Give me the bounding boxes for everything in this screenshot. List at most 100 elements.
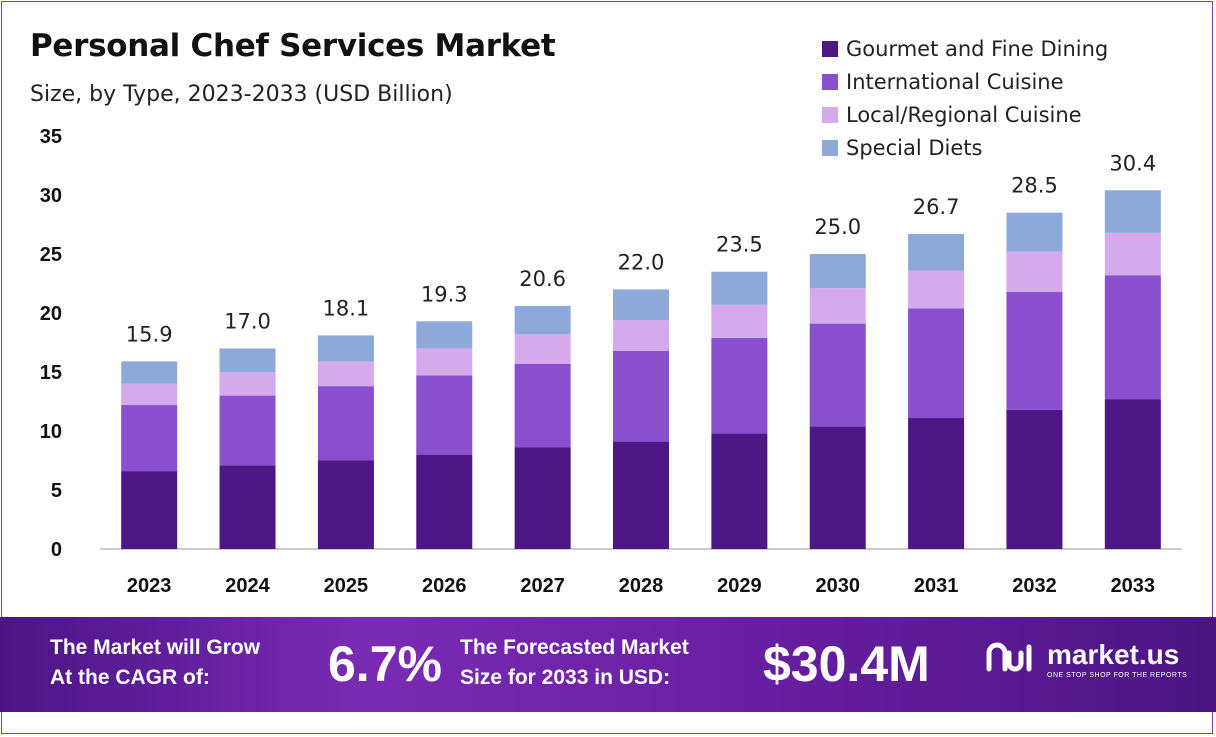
bar-segment-international <box>1006 291 1063 410</box>
legend-label-special: Special Diets <box>846 135 983 160</box>
y-tick-label: 5 <box>51 480 62 502</box>
bar-segment-special <box>121 361 178 384</box>
bar-segment-local <box>1104 232 1161 276</box>
bar-segment-local <box>121 383 178 406</box>
legend-swatch-local <box>822 106 838 123</box>
forecast-label: The Forecasted Market Size for 2033 in U… <box>460 633 689 693</box>
bar-segment-local <box>317 361 374 387</box>
forecast-label-line2: Size for 2033 in USD: <box>460 666 671 689</box>
x-tick-label: 2025 <box>324 575 369 597</box>
bar-segment-gourmet <box>1104 399 1161 549</box>
logo-name: market.us <box>1047 639 1180 670</box>
bar-segment-gourmet <box>711 433 768 549</box>
y-tick-label: 35 <box>40 126 62 148</box>
chart-subtitle: Size, by Type, 2023-2033 (USD Billion) <box>30 82 453 107</box>
cagr-value: 6.7% <box>328 636 442 692</box>
total-label: 17.0 <box>224 309 271 333</box>
y-tick-label: 30 <box>40 185 62 207</box>
x-tick-label: 2028 <box>619 575 664 597</box>
y-tick-label: 20 <box>40 303 62 325</box>
bar-segment-local <box>416 348 473 376</box>
x-tick-label: 2032 <box>1012 575 1057 597</box>
bar-segment-gourmet <box>1006 409 1063 549</box>
legend-item-local: Local/Regional Cuisine <box>822 98 1108 131</box>
logo-text: market.us ONE STOP SHOP FOR THE REPORTS <box>1047 639 1187 679</box>
bar-segment-international <box>317 386 374 461</box>
legend-label-local: Local/Regional Cuisine <box>846 102 1082 127</box>
bar-segment-special <box>613 289 669 321</box>
y-tick-label: 25 <box>40 244 62 266</box>
bar-segment-local <box>219 372 276 396</box>
bar-segment-local <box>613 320 669 351</box>
cagr-label-line1: The Market will Grow <box>50 636 261 659</box>
bar-segment-international <box>1104 275 1161 400</box>
total-label: 18.1 <box>323 296 370 320</box>
x-tick-label: 2026 <box>422 575 467 597</box>
bar-segment-special <box>1006 212 1063 252</box>
bar-segment-local <box>908 270 965 309</box>
x-tick-label: 2024 <box>225 575 270 597</box>
bar-segment-international <box>809 323 866 427</box>
bar-segment-gourmet <box>317 460 374 549</box>
x-tick-label: 2033 <box>1111 575 1156 597</box>
bar-segment-international <box>908 308 965 419</box>
y-tick-label: 15 <box>40 362 62 384</box>
summary-banner: The Market will Grow At the CAGR of: 6.7… <box>0 617 1216 712</box>
bar-segment-gourmet <box>908 418 965 549</box>
stacked-bar-chart: 0510152025303515.9202317.0202418.1202519… <box>40 126 1182 597</box>
bar-segment-special <box>219 348 276 372</box>
legend-item-international: International Cuisine <box>822 65 1108 98</box>
forecast-label-line1: The Forecasted Market <box>460 636 689 659</box>
bar-segment-international <box>219 395 276 466</box>
bar-segment-gourmet <box>514 447 571 549</box>
cagr-label: The Market will Grow At the CAGR of: <box>50 633 260 693</box>
total-label: 19.3 <box>421 282 468 306</box>
cagr-label-line2: At the CAGR of: <box>50 666 210 689</box>
logo-tagline: ONE STOP SHOP FOR THE REPORTS <box>1047 672 1188 679</box>
bar-segment-gourmet <box>219 465 276 549</box>
bar-segment-special <box>317 335 374 362</box>
bar-segment-gourmet <box>416 454 473 549</box>
bar-segment-international <box>121 405 178 472</box>
bar-segment-special <box>416 321 473 349</box>
y-tick-label: 10 <box>40 421 62 443</box>
legend-item-gourmet: Gourmet and Fine Dining <box>822 32 1108 65</box>
bar-segment-special <box>908 233 965 271</box>
total-label: 30.4 <box>1109 151 1156 175</box>
x-tick-label: 2030 <box>815 575 860 597</box>
chart-title: Personal Chef Services Market <box>30 28 556 64</box>
total-label: 25.0 <box>814 215 861 239</box>
forecast-value: $30.4M <box>763 636 930 692</box>
y-tick-label: 0 <box>51 539 62 561</box>
market-us-logo-icon <box>986 642 1032 672</box>
total-label: 20.6 <box>519 267 566 291</box>
bar-segment-international <box>514 363 571 448</box>
bar-segment-international <box>613 350 669 442</box>
bar-segment-special <box>711 271 768 305</box>
bar-segment-gourmet <box>613 441 669 549</box>
total-label: 23.5 <box>716 233 763 257</box>
bar-segment-local <box>711 304 768 338</box>
bar-segment-special <box>809 254 866 289</box>
total-label: 15.9 <box>126 322 173 346</box>
legend-swatch-international <box>822 73 838 90</box>
market-us-logo: market.us ONE STOP SHOP FOR THE REPORTS <box>985 639 1187 679</box>
bar-segment-gourmet <box>121 471 178 549</box>
total-label: 22.0 <box>618 250 665 274</box>
x-tick-label: 2029 <box>717 575 762 597</box>
bar-segment-local <box>514 334 571 364</box>
x-tick-label: 2023 <box>127 575 172 597</box>
legend: Gourmet and Fine Dining International Cu… <box>822 32 1108 164</box>
total-label: 26.7 <box>913 195 960 219</box>
bar-segment-special <box>514 305 571 335</box>
legend-swatch-gourmet <box>822 40 838 57</box>
bar-segment-local <box>809 288 866 324</box>
bar-segment-special <box>1104 190 1161 233</box>
x-tick-label: 2031 <box>914 575 959 597</box>
bar-segment-local <box>1006 251 1063 292</box>
bar-segment-international <box>416 375 473 455</box>
total-label: 28.5 <box>1011 174 1058 198</box>
bar-segment-international <box>711 337 768 434</box>
bar-segment-gourmet <box>809 426 866 549</box>
legend-label-international: International Cuisine <box>846 69 1064 94</box>
